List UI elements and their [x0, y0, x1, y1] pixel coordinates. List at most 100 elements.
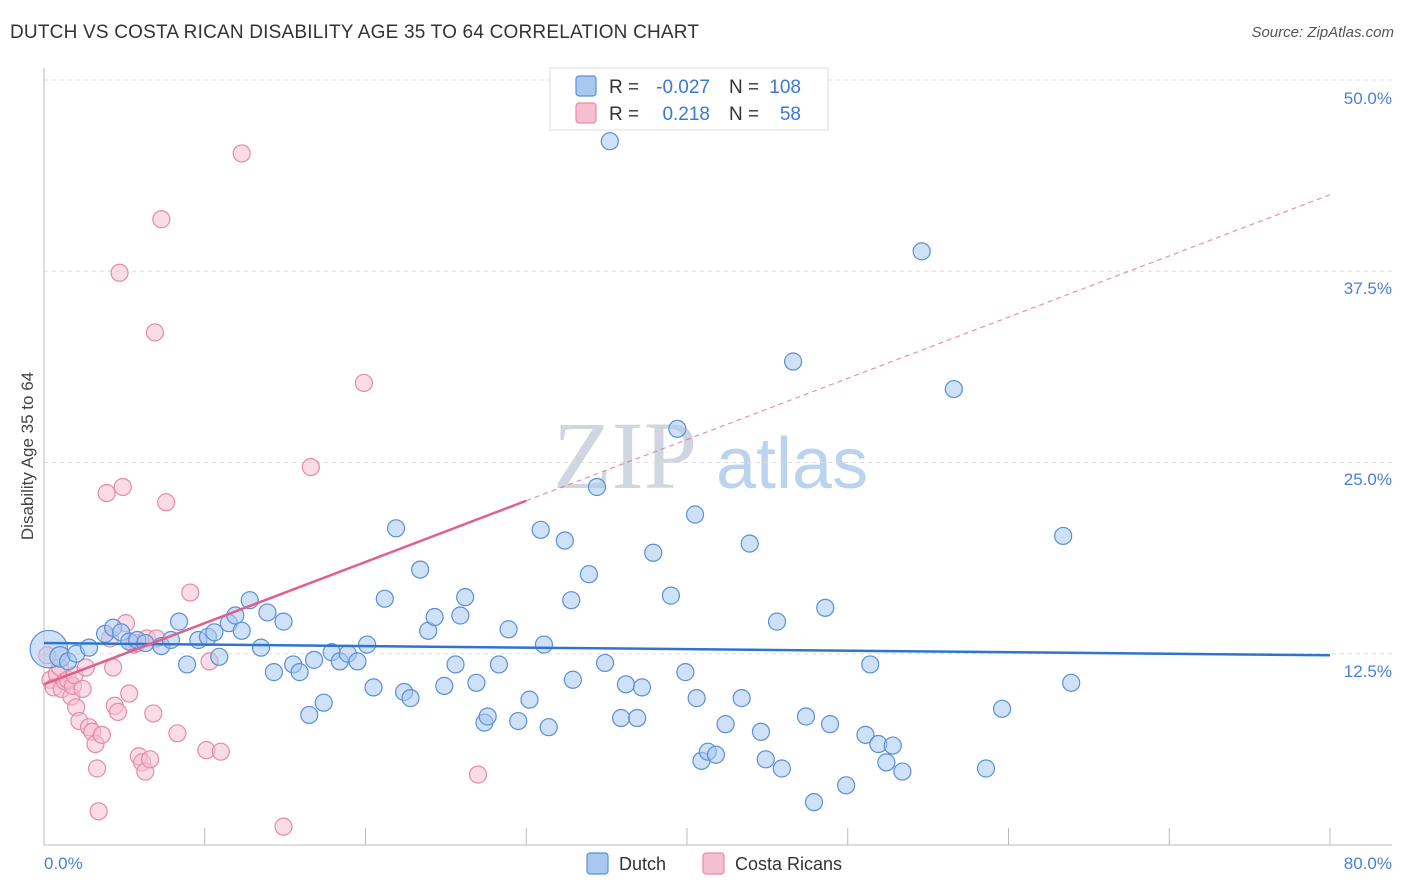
dutch-point — [348, 652, 367, 671]
dutch-point — [716, 715, 735, 734]
dutch-point — [364, 678, 383, 697]
y-axis-label: Disability Age 35 to 64 — [18, 372, 37, 540]
costa-ricans-point — [152, 210, 171, 229]
correlation-legend: R = -0.027 N = 108 R = 0.218 N = 58 — [549, 67, 829, 131]
y-tick-label-37-5: 37.5% — [1344, 279, 1392, 298]
dutch-point — [706, 745, 726, 764]
dutch-point — [358, 635, 377, 654]
series-legend: Dutch Costa Ricans — [586, 852, 842, 875]
legend-dutch-r-value: -0.027 — [656, 77, 710, 98]
costa-ricans-point — [110, 263, 129, 282]
dutch-point — [685, 505, 705, 524]
bottom-legend-dutch-swatch — [586, 852, 609, 875]
legend-dutch-swatch — [575, 75, 597, 97]
dutch-points — [29, 132, 1081, 812]
dutch-point — [579, 565, 599, 584]
dutch-point — [804, 793, 824, 812]
legend-costa-n-label: N = — [729, 104, 759, 125]
legend-costa-n-value: 58 — [780, 104, 801, 125]
dutch-point — [628, 708, 647, 728]
dutch-point — [300, 705, 319, 725]
x-tick-label-min: 0.0% — [44, 854, 83, 873]
dutch-point — [877, 753, 896, 772]
costa-ricans-point — [120, 684, 139, 703]
costa-ricans-point — [140, 750, 160, 769]
dutch-point — [177, 655, 197, 674]
dutch-trend-line — [43, 641, 1331, 657]
costa-ricans-point — [211, 742, 230, 761]
watermark-zip: ZIP — [553, 402, 697, 509]
costa-ricans-point — [108, 702, 128, 721]
x-ticks — [204, 828, 1331, 845]
dutch-point — [531, 520, 550, 539]
dutch-point — [520, 690, 539, 709]
costa-ricans-point — [144, 704, 163, 723]
dutch-point — [751, 722, 771, 741]
dutch-point — [767, 612, 787, 631]
costa-ricans-point — [232, 144, 251, 163]
source-label: Source: ZipAtlas.com — [1251, 24, 1394, 41]
watermark: ZIP atlas — [553, 402, 868, 509]
dutch-point — [668, 419, 687, 438]
dutch-point — [756, 750, 775, 769]
dutch-point — [258, 603, 277, 622]
dutch-point — [314, 693, 333, 712]
costa-ricans-trend-extension — [526, 194, 1331, 502]
dutch-point — [616, 675, 636, 694]
costa-ricans-point — [181, 583, 200, 602]
bottom-legend-costa-swatch — [702, 852, 725, 875]
dutch-point — [976, 759, 996, 778]
gridlines — [44, 79, 1392, 655]
costa-ricans-point — [168, 724, 187, 743]
dutch-point — [451, 606, 470, 625]
costa-ricans-point — [468, 765, 488, 784]
dutch-point — [232, 621, 251, 640]
dutch-point — [600, 132, 619, 151]
dutch-point — [456, 588, 475, 607]
dutch-point — [274, 612, 293, 631]
legend-dutch-r-label: R = — [609, 77, 639, 98]
y-tick-label-12-5: 12.5% — [1344, 662, 1392, 681]
legend-costa-r-label: R = — [609, 104, 639, 125]
dutch-point — [796, 707, 816, 726]
dutch-point — [435, 676, 454, 695]
dutch-point — [595, 653, 615, 673]
dutch-point — [411, 560, 430, 579]
legend-dutch-n-value: 108 — [769, 77, 801, 98]
costa-ricans-point — [113, 477, 132, 497]
dutch-point — [205, 623, 224, 642]
dutch-point — [644, 543, 663, 562]
dutch-point — [732, 689, 751, 708]
watermark-atlas: atlas — [716, 424, 868, 504]
dutch-point — [687, 689, 706, 708]
dutch-point — [772, 759, 791, 778]
costa-ricans-point — [97, 484, 116, 503]
dutch-point — [401, 689, 420, 708]
dutch-point — [489, 655, 509, 674]
dutch-point — [210, 647, 229, 666]
dutch-point — [611, 708, 631, 728]
dutch-point — [304, 650, 324, 669]
dutch-point — [856, 725, 875, 744]
dutch-point — [555, 531, 574, 550]
dutch-point — [264, 663, 283, 682]
dutch-point — [587, 477, 607, 497]
costa-ricans-point — [157, 493, 176, 512]
costa-ricans-point — [73, 679, 92, 699]
dutch-point — [861, 655, 880, 674]
legend-costa-r-value: 0.218 — [662, 104, 710, 125]
dutch-point — [563, 670, 582, 689]
costa-ricans-point — [274, 817, 293, 836]
dutch-point — [534, 635, 554, 654]
dutch-point — [290, 663, 309, 682]
dutch-point — [375, 589, 394, 608]
dutch-point — [1054, 526, 1073, 546]
dutch-point — [425, 607, 444, 627]
dutch-point — [883, 736, 902, 755]
costa-ricans-points — [38, 144, 488, 836]
costa-ricans-point — [145, 323, 165, 342]
bottom-legend-dutch-label: Dutch — [619, 854, 666, 874]
dutch-point — [1062, 673, 1081, 692]
dutch-point — [944, 379, 963, 399]
